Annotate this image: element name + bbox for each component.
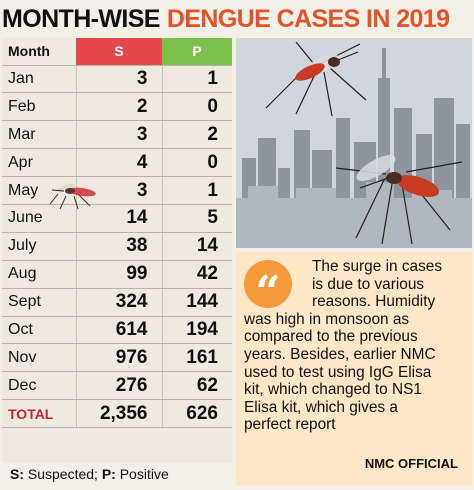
suspected-cell: 4 [75,148,162,178]
table-row: Aug 99 42 [2,260,232,289]
suspected-cell: 976 [75,343,162,373]
positive-cell: 194 [161,316,232,345]
quote-line: used to test using IgG Elisa [244,363,432,381]
positive-cell: 62 [161,371,232,401]
month-cell: Nov [2,343,76,373]
suspected-cell: 614 [75,316,162,345]
month-cell: Aug [2,260,76,289]
legend: S: Suspected; P: Positive [10,466,169,482]
quote-line: years. Besides, earlier NMC [244,345,436,363]
mosquito-icon [49,183,96,210]
month-cell: Apr [2,148,76,178]
headline-black: MONTH-WISE [2,4,160,33]
quote-line: was high in monsoon as [244,310,410,328]
total-row: TOTAL 2,356 626 [2,399,232,429]
table-row: Nov 976 161 [2,343,232,373]
quote-line: The surge in cases [312,258,443,275]
month-cell: Jan [2,65,76,94]
headline-red: DENGUE CASES IN 2019 [166,4,450,33]
suspected-cell: 276 [75,371,162,401]
quote-line: perfect report [244,416,336,434]
skyline-photo [236,38,472,248]
suspected-cell: 2 [75,92,162,122]
table-header-row: Month S P [2,38,232,66]
month-cell: Dec [2,371,76,401]
month-cell: Feb [2,92,76,122]
positive-cell: 0 [161,148,232,178]
table-row: Jan 3 1 [2,65,232,94]
suspected-cell: 14 [75,204,162,233]
suspected-cell: 38 [75,232,162,261]
cases-table: Month S P Jan 3 1 Feb 2 0 Mar 3 2 Apr 4 0 May 3 1 June 1… [2,38,232,463]
positive-cell: 14 [161,232,232,261]
month-cell: Oct [2,316,76,345]
total-suspected: 2,356 [75,399,162,429]
quote-box: “ The surge in cases is due to various rea… [236,252,472,486]
quote-line: kit, which changed to NS1 [244,381,422,399]
positive-cell: 5 [161,204,232,233]
quote-line: compared to the previous [244,328,418,346]
positive-cell: 42 [161,260,232,289]
positive-cell: 0 [161,92,232,122]
month-cell: July [2,232,76,261]
table-row: Dec 276 62 [2,371,232,401]
legend-p-key: P: [101,466,116,482]
suspected-cell: 3 [75,120,162,150]
positive-cell: 144 [161,288,232,317]
month-cell: Sept [2,288,76,317]
positive-cell: 2 [161,120,232,150]
legend-p-text: Positive [115,466,169,482]
positive-header: P [162,38,232,66]
suspected-header: S [76,38,162,66]
month-header: Month [2,38,76,66]
table-row: June 14 5 [2,204,232,233]
table-row: Oct 614 194 [2,316,232,345]
positive-cell: 1 [161,176,232,205]
headline: MONTH-WISE DENGUE CASES IN 2019 [0,0,474,38]
legend-s-key: S: [10,466,24,482]
quote-source: NMC OFFICIAL [364,456,458,471]
table-row: Feb 2 0 [2,92,232,122]
suspected-cell: 324 [75,288,162,317]
table-row: May 3 1 [2,176,232,205]
quote-icon: “ [244,260,292,318]
table-row: Apr 4 0 [2,148,232,178]
month-cell: June [2,204,76,233]
quote-text: The surge in cases is due to various reaso… [244,258,468,434]
quote-line: is due to various [312,275,425,293]
table-row: Mar 3 2 [2,120,232,150]
total-positive: 626 [161,399,232,429]
quote-line: reasons. Humidity [312,293,436,311]
table-row: July 38 14 [2,232,232,261]
positive-cell: 1 [161,65,232,94]
total-label: TOTAL [2,399,76,429]
quote-line: Elisa kit, which gives a [244,398,398,416]
skyline-illustration [236,38,472,248]
suspected-cell: 99 [75,260,162,289]
legend-s-text: Suspected; [24,466,102,482]
table-row: Sept 324 144 [2,288,232,317]
month-cell: Mar [2,120,76,150]
positive-cell: 161 [161,343,232,373]
suspected-cell: 3 [75,65,162,94]
